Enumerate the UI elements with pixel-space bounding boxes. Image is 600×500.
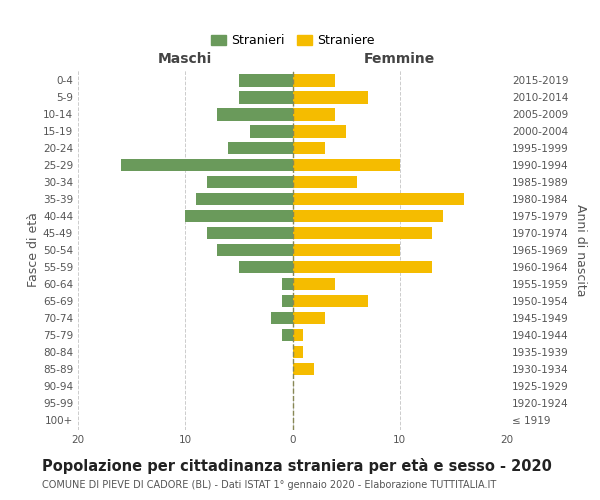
Bar [196,192,293,205]
Bar [293,91,368,104]
Text: COMUNE DI PIEVE DI CADORE (BL) - Dati ISTAT 1° gennaio 2020 - Elaborazione TUTTI: COMUNE DI PIEVE DI CADORE (BL) - Dati IS… [42,480,496,490]
Bar [217,244,293,256]
Bar [293,294,368,308]
Bar [282,328,293,342]
Bar [293,328,303,342]
Y-axis label: Anni di nascita: Anni di nascita [574,204,587,296]
Y-axis label: Fasce di età: Fasce di età [27,212,40,288]
Text: Maschi: Maschi [158,52,212,66]
Bar [239,260,293,274]
Bar [250,125,293,138]
Bar [293,176,357,188]
Bar [206,226,293,239]
Bar [271,312,293,324]
Bar [293,125,346,138]
Bar [293,142,325,154]
Bar [206,176,293,188]
Bar [293,108,335,120]
Bar [293,362,314,375]
Text: Popolazione per cittadinanza straniera per età e sesso - 2020: Popolazione per cittadinanza straniera p… [42,458,552,473]
Bar [293,346,303,358]
Bar [293,226,432,239]
Bar [239,91,293,104]
Bar [228,142,293,154]
Bar [185,210,293,222]
Bar [282,278,293,290]
Bar [282,294,293,308]
Bar [293,312,325,324]
Text: Femmine: Femmine [364,52,436,66]
Bar [293,244,400,256]
Legend: Stranieri, Straniere: Stranieri, Straniere [206,30,379,52]
Bar [293,74,335,86]
Bar [217,108,293,120]
Bar [121,158,293,172]
Bar [293,192,464,205]
Bar [293,158,400,172]
Bar [293,278,335,290]
Bar [293,260,432,274]
Bar [293,210,443,222]
Bar [239,74,293,86]
